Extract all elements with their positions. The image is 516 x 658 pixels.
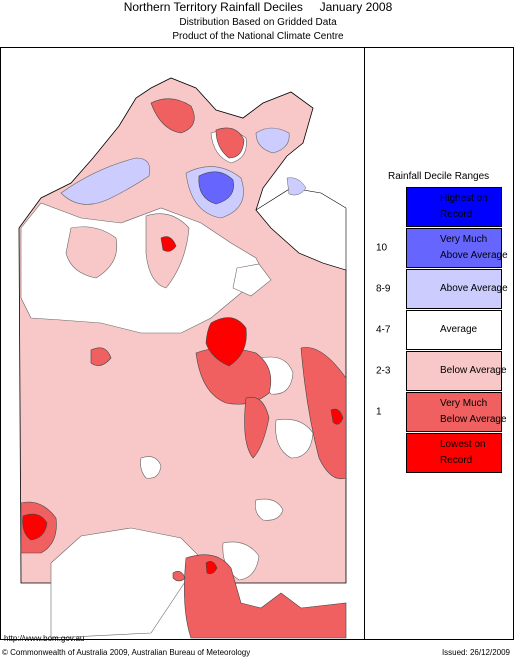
map-title: Northern Territory Rainfall Deciles Janu… (123, 0, 393, 14)
issued-date: Issued: 26/12/2009 (441, 648, 510, 657)
map-credit-line: Product of the National Climate Centre (172, 31, 344, 42)
legend-swatch (406, 433, 502, 473)
map-frame (0, 47, 514, 640)
gulf-water (255, 177, 347, 271)
rainfall-decile-map (18, 77, 347, 639)
legend-swatch (406, 269, 502, 309)
very-much-below-average-areas (20, 98, 347, 639)
legend-title: Rainfall Decile Ranges (388, 171, 490, 182)
legend-item-average: 4-7 Average (366, 310, 513, 350)
legend-swatch (406, 310, 502, 350)
very-much-above-average-area (198, 171, 234, 205)
legend-swatch (406, 187, 502, 227)
map-subtitle: Distribution Based on Gridded Data (179, 17, 337, 28)
legend-item-lowest-on-record: Lowest on Record (366, 433, 513, 473)
legend-item-very-much-above-average: 10 Very Much Above Average (366, 228, 513, 268)
legend-item-below-average: 2-3 Below Average (366, 351, 513, 391)
copyright-notice: © Commonwealth of Australia 2009, Austra… (2, 648, 251, 657)
legend-item-highest-on-record: Highest on Record (366, 187, 513, 227)
lowest-on-record-areas (22, 236, 344, 575)
legend-swatch (406, 392, 502, 432)
source-url: http://www.bom.gov.au (4, 634, 85, 643)
legend-divider (364, 47, 365, 640)
legend-item-above-average: 8-9 Above Average (366, 269, 513, 309)
legend-item-very-much-below-average: 1 Very Much Below Average (366, 392, 513, 432)
legend-swatch (406, 228, 502, 268)
legend-swatch (406, 351, 502, 391)
